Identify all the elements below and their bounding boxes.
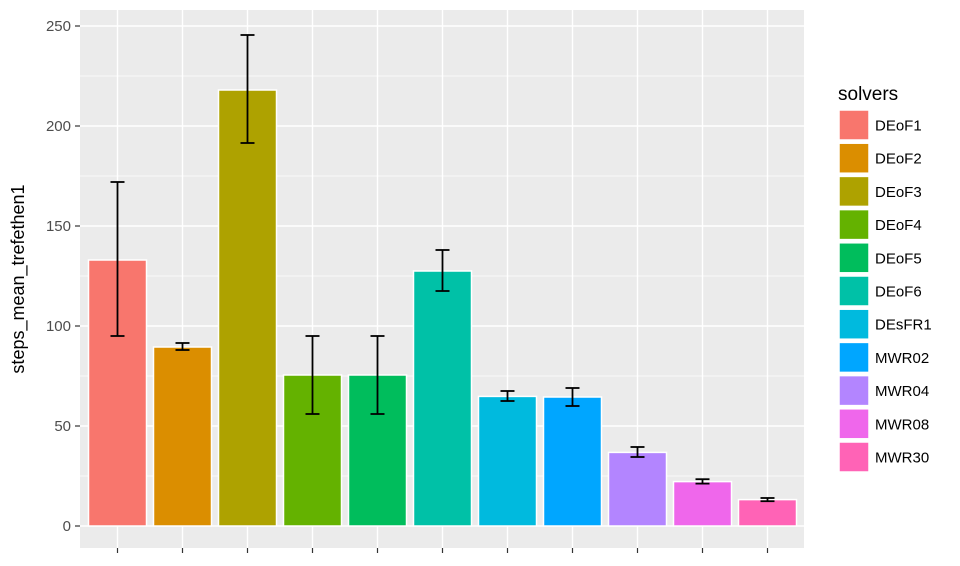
legend-key	[838, 142, 870, 174]
y-tick-label: 200	[46, 118, 71, 135]
error-bar-DEoF3	[240, 34, 255, 144]
legend-label: DEsFR1	[875, 317, 932, 334]
legend-label: MWR04	[875, 383, 929, 400]
legend-label: MWR30	[875, 450, 929, 467]
bar-MWR08	[672, 480, 733, 527]
error-bar-DEoF2	[175, 342, 190, 351]
error-bar-MWR04	[630, 446, 645, 458]
legend-label: DEoF6	[875, 284, 922, 301]
legend-item-MWR08: MWR08	[838, 408, 929, 440]
bar-DEoF2	[152, 346, 213, 527]
bar-DEoF6	[412, 270, 473, 527]
legend-item-MWR04: MWR04	[838, 374, 929, 407]
legend-item-DEoF3: DEoF3	[838, 175, 922, 208]
legend-key	[838, 208, 870, 241]
legend-item-MWR02: MWR02	[838, 341, 929, 374]
legend-label: MWR02	[875, 350, 929, 367]
legend-item-DEoF2: DEoF2	[838, 142, 922, 174]
error-bar-DEoF1	[110, 181, 125, 337]
legend-label: DEoF3	[875, 184, 922, 201]
legend-item-DEoF6: DEoF6	[838, 275, 922, 307]
legend-label: DEoF5	[875, 250, 922, 267]
y-tick-label: 100	[46, 318, 71, 335]
legend-label: DEoF4	[875, 217, 922, 234]
legend-label: MWR08	[875, 416, 929, 433]
legend-label: DEoF2	[875, 151, 922, 168]
legend-item-DEoF5: DEoF5	[838, 242, 922, 274]
error-bar-DEoF6	[435, 249, 450, 292]
legend-key	[838, 408, 870, 440]
legend-item-DEoF4: DEoF4	[838, 208, 922, 241]
error-bar-MWR30	[760, 497, 775, 503]
legend-item-DEsFR1: DEsFR1	[838, 308, 932, 340]
y-tick-label: 0	[63, 518, 71, 535]
bar-MWR30	[737, 498, 798, 527]
bar-DEsFR1	[477, 395, 538, 527]
y-axis: 0 50 100 150 200 250	[46, 18, 80, 535]
y-tick-label: 250	[46, 18, 71, 35]
error-bars	[110, 34, 775, 503]
bar-MWR02	[542, 396, 603, 527]
bar-DEoF3	[217, 89, 278, 527]
error-bar-DEoF4	[305, 335, 320, 415]
legend-key	[838, 109, 870, 141]
legend-key	[838, 374, 870, 407]
legend-key	[838, 341, 870, 374]
legend-item-MWR30: MWR30	[838, 441, 929, 473]
error-bar-MWR08	[695, 478, 710, 485]
legend-item-DEoF1: DEoF1	[838, 109, 922, 141]
legend-key	[838, 441, 870, 473]
legend-label: DEoF1	[875, 118, 922, 135]
y-axis-title: steps_mean_trefethen1	[8, 184, 29, 373]
y-tick-label: 50	[54, 418, 71, 435]
error-bar-MWR02	[565, 387, 580, 407]
legend-title: solvers	[838, 84, 898, 105]
y-tick-label: 150	[46, 218, 71, 235]
error-bar-DEoF5	[370, 335, 385, 415]
legend-key	[838, 242, 870, 274]
legend: solvers DEoF1 DEoF2 DEoF3 DEoF4 DEoF5 DEoF6 DE…	[838, 84, 932, 473]
error-bar-DEsFR1	[500, 390, 515, 402]
x-axis	[116, 548, 769, 553]
legend-key	[838, 308, 870, 340]
legend-key	[838, 175, 870, 208]
bar-MWR04	[607, 451, 668, 527]
legend-key	[838, 275, 870, 307]
